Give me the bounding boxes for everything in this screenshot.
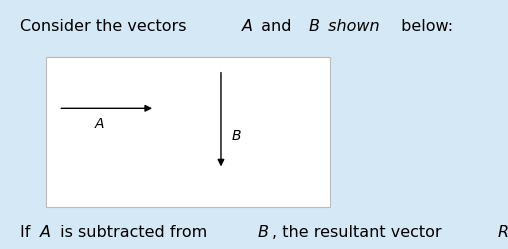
FancyBboxPatch shape: [46, 57, 330, 207]
Text: B: B: [308, 19, 320, 34]
Text: below:: below:: [396, 19, 453, 34]
Text: , the resultant vector: , the resultant vector: [272, 225, 447, 240]
Text: is subtracted from: is subtracted from: [54, 225, 212, 240]
Text: shown: shown: [323, 19, 379, 34]
Text: A: A: [40, 225, 51, 240]
Text: If: If: [20, 225, 36, 240]
Text: A: A: [94, 118, 104, 131]
Text: B: B: [258, 225, 269, 240]
Text: and: and: [256, 19, 297, 34]
Text: B: B: [231, 129, 241, 143]
Text: A: A: [242, 19, 253, 34]
Text: R: R: [497, 225, 508, 240]
Text: Consider the vectors: Consider the vectors: [20, 19, 192, 34]
